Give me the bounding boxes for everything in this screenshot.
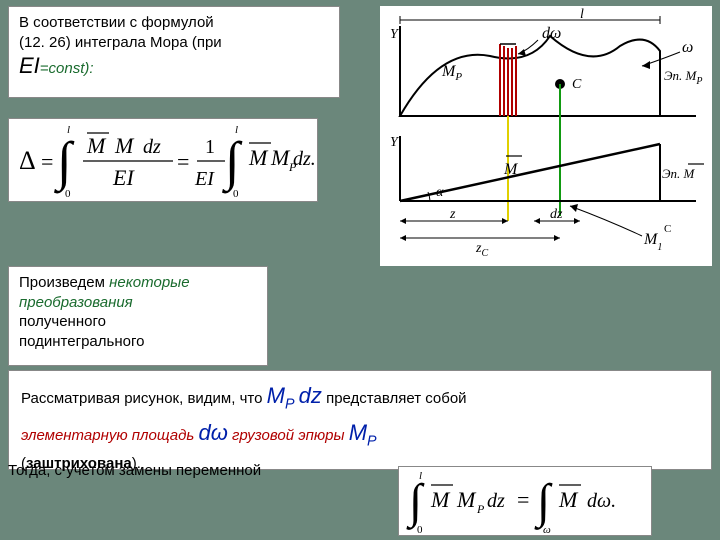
mid-l3: полученного xyxy=(19,313,106,330)
para-t3: элементарную площадь xyxy=(21,427,198,444)
svg-text:MP: MP xyxy=(441,63,462,83)
svg-text:M: M xyxy=(558,487,579,512)
svg-text:l: l xyxy=(419,470,422,482)
para-t1: Рассматривая рисунок, видим, что xyxy=(21,390,267,407)
svg-text:0: 0 xyxy=(65,188,71,200)
svg-text:Эп. M: Эп. M xyxy=(662,166,696,181)
svg-text:l: l xyxy=(580,7,584,22)
svg-text:EI: EI xyxy=(112,165,135,190)
para-mp: MP xyxy=(267,383,295,408)
svg-text:Эп. MP: Эп. MP xyxy=(664,68,702,87)
svg-text:dω: dω xyxy=(542,25,561,42)
svg-text:l: l xyxy=(67,124,70,136)
svg-text:=: = xyxy=(177,149,189,174)
para-t4: грузовой эпюры xyxy=(232,427,349,444)
mid-l4: подинтегрального xyxy=(19,333,144,350)
svg-text:Y: Y xyxy=(390,135,400,150)
para-dz: dz xyxy=(299,383,322,408)
svg-text:Y: Y xyxy=(390,27,400,42)
svg-text:zC: zC xyxy=(475,241,488,259)
svg-text:P: P xyxy=(476,502,485,516)
para-t2: представляет собой xyxy=(326,390,466,407)
const-tail: =const): xyxy=(40,60,94,77)
para-dw: dω xyxy=(198,420,227,445)
para-mp2: MP xyxy=(349,420,377,445)
svg-text:M: M xyxy=(86,133,107,158)
svg-text:ω: ω xyxy=(543,524,551,536)
svg-text:M: M xyxy=(114,133,135,158)
svg-text:M: M xyxy=(503,161,519,178)
svg-text:1: 1 xyxy=(205,136,215,158)
mid-l1a: Произведем xyxy=(19,274,109,291)
intro-text-box: В соответствии с формулой (12. 26) интег… xyxy=(8,6,340,98)
ei-symbol: EI xyxy=(19,53,40,78)
svg-text:M: M xyxy=(248,145,269,170)
svg-text:Δ: Δ xyxy=(19,146,36,175)
svg-text:0: 0 xyxy=(417,524,423,536)
svg-text:dω.: dω. xyxy=(587,490,616,512)
bottom-paragraph: Рассматривая рисунок, видим, что MP dz п… xyxy=(8,370,712,470)
intro-line2: (12. 26) интеграла Мора (при xyxy=(19,34,222,51)
moment-diagrams: Y l dω ω MP C Эп. MP xyxy=(380,6,712,266)
svg-text:∫: ∫ xyxy=(222,131,243,194)
mid-l1b: некоторые xyxy=(109,274,189,291)
svg-text:z: z xyxy=(449,207,456,222)
svg-text:l: l xyxy=(235,124,238,136)
formula-mora-integral: Δ = ∫ 0 l M M dz EI = 1 EI ∫ 0 l M M P d… xyxy=(8,118,318,202)
svg-text:M1: M1 xyxy=(643,231,662,253)
svg-text:∫: ∫ xyxy=(406,475,425,530)
svg-text:dz: dz xyxy=(550,207,563,222)
intro-line1: В соответствии с формулой xyxy=(19,14,214,31)
svg-text:∫: ∫ xyxy=(54,131,75,194)
svg-text:=: = xyxy=(517,487,529,512)
svg-text:dz: dz xyxy=(487,490,505,512)
svg-text:α: α xyxy=(436,185,444,200)
svg-text:M: M xyxy=(430,487,451,512)
svg-text:=: = xyxy=(41,149,53,174)
para-t7-line: Тогда, с учетом замены переменной xyxy=(8,462,261,479)
svg-text:0: 0 xyxy=(233,188,239,200)
svg-text:ω: ω xyxy=(682,39,693,56)
svg-text:dz.: dz. xyxy=(293,148,316,170)
svg-text:EI: EI xyxy=(194,168,215,190)
formula-variable-change: ∫ 0 l M M P dz = ∫ ω M dω. xyxy=(398,466,652,536)
svg-text:∫: ∫ xyxy=(534,475,553,530)
svg-text:dz: dz xyxy=(143,136,161,158)
mid-l2: преобразования xyxy=(19,294,133,311)
svg-text:C: C xyxy=(572,77,582,92)
transform-text-box: Произведем некоторые преобразования полу… xyxy=(8,266,268,366)
svg-text:C: C xyxy=(664,223,671,235)
svg-text:M: M xyxy=(270,145,291,170)
svg-text:M: M xyxy=(456,487,477,512)
